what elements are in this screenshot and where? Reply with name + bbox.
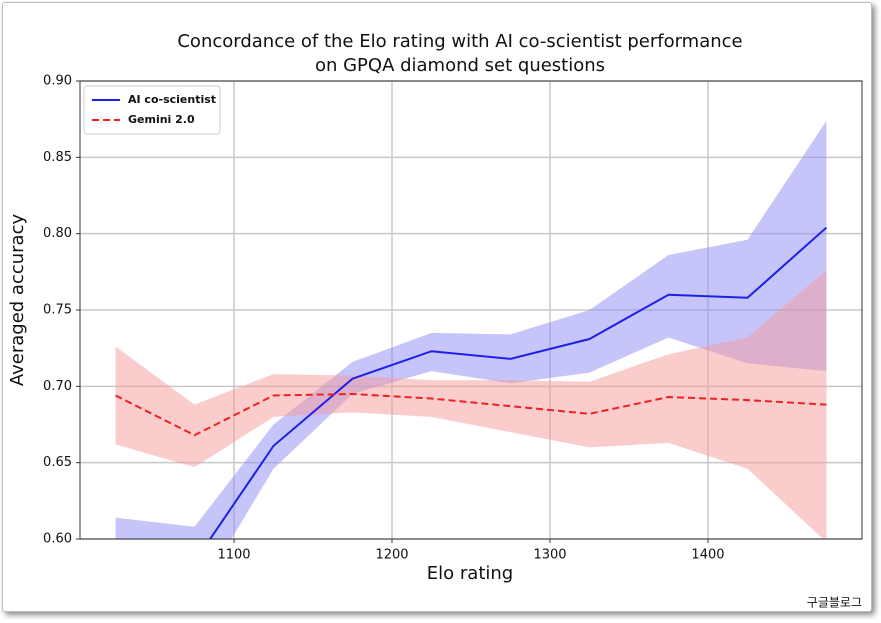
legend: AI co-scientist Gemini 2.0: [83, 85, 221, 135]
legend-label: Gemini 2.0: [128, 113, 195, 126]
y-tick-label: 0.80: [43, 226, 72, 241]
y-axis-label: Averaged accuracy: [7, 214, 28, 387]
watermark: 구글블로그: [807, 596, 862, 610]
x-tick-label: 1200: [375, 548, 408, 563]
confidence-band: [115, 120, 827, 539]
y-tick-label: 0.85: [43, 150, 72, 165]
y-tick-label: 0.70: [43, 379, 72, 394]
x-tick-label: 1400: [691, 548, 724, 563]
plot-area: [115, 120, 828, 539]
series-line: [208, 226, 828, 539]
plot-border: [79, 80, 863, 540]
legend-box: [83, 85, 221, 135]
x-axis-label: Elo rating: [427, 563, 513, 584]
confidence-band: [115, 270, 827, 539]
x-tick-label: 1300: [533, 548, 566, 563]
legend-label: AI co-scientist: [128, 93, 216, 106]
chart-title: on GPQA diamond set questions: [315, 55, 605, 76]
x-tick-label: 1100: [217, 548, 250, 563]
chart-title: Concordance of the Elo rating with AI co…: [177, 31, 742, 52]
y-tick-label: 0.65: [43, 455, 72, 470]
y-tick-label: 0.90: [43, 74, 72, 89]
y-tick-label: 0.75: [43, 303, 72, 318]
y-tick-label: 0.60: [43, 532, 72, 547]
series-line: [115, 392, 827, 437]
